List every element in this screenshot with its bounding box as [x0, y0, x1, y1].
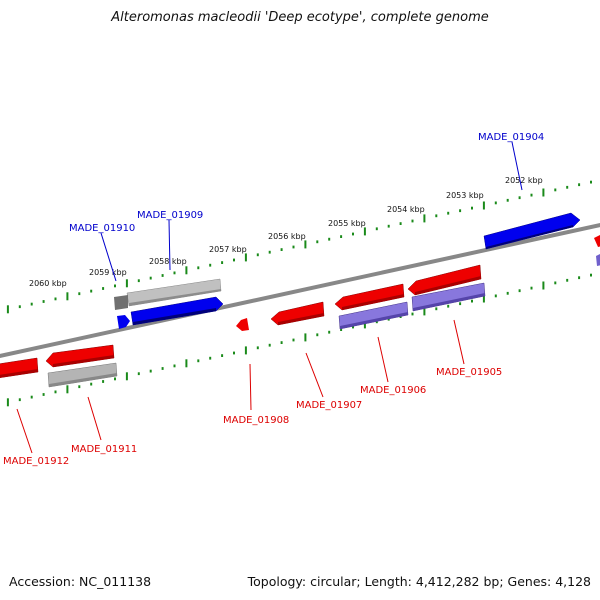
label-leaders	[16, 141, 523, 454]
leader-made-01910	[100, 232, 117, 282]
kbp-label-2053: 2053 kbp	[446, 191, 484, 200]
label-made-01910[interactable]: MADE_01910	[69, 223, 135, 234]
leader-made-01909	[168, 219, 171, 271]
forward-features	[114, 212, 600, 329]
label-made-01909[interactable]: MADE_01909	[137, 210, 203, 221]
gene-made-01912-shade	[0, 369, 38, 378]
gene-made-01910-shade	[133, 308, 216, 325]
reverse-features	[0, 264, 486, 388]
leader-made-01908	[249, 363, 252, 411]
gene-edge-purple[interactable]	[596, 253, 600, 266]
gene-made-01911-shade	[53, 355, 114, 367]
gene-made-01910[interactable]	[130, 296, 224, 326]
kbp-label-2056: 2056 kbp	[268, 232, 306, 241]
kbp-label-2059: 2059 kbp	[89, 268, 127, 277]
gene-made-01904[interactable]	[483, 212, 581, 250]
gene-made-01907[interactable]	[270, 301, 325, 326]
leader-made-01905	[453, 319, 465, 365]
label-made-01912[interactable]: MADE_01912	[3, 456, 69, 467]
gene-made-01906-shade	[342, 294, 404, 310]
leader-made-01912	[16, 408, 33, 454]
leader-made-01911	[87, 396, 102, 441]
accession-text: Accession: NC_011138	[9, 574, 152, 589]
leader-made-01904	[511, 141, 523, 191]
label-made-01907[interactable]: MADE_01907	[296, 400, 362, 411]
kbp-label-2057: 2057 kbp	[209, 245, 247, 254]
gene-blue-small[interactable]	[117, 315, 130, 329]
gene-made-01906-alt-shade	[340, 312, 408, 329]
gene-made-01905-shade	[415, 276, 481, 295]
genome-backbone	[0, 223, 600, 358]
gene-made-01911-alt-shade	[49, 373, 117, 387]
kbp-label-2052: 2052 kbp	[505, 176, 543, 185]
gene-dark-small[interactable]	[114, 295, 128, 310]
kbp-label-2055: 2055 kbp	[328, 219, 366, 228]
label-made-01906[interactable]: MADE_01906	[360, 385, 426, 396]
gene-made-01905-alt-shade	[413, 293, 485, 311]
leader-made-01906	[377, 336, 389, 383]
gene-made-01908[interactable]	[236, 318, 249, 331]
label-made-01908[interactable]: MADE_01908	[223, 415, 289, 426]
label-made-01911[interactable]: MADE_01911	[71, 444, 137, 455]
gene-made-01904-shade	[486, 225, 573, 249]
kbp-label-2060: 2060 kbp	[29, 279, 67, 288]
forward-tick-track	[6, 180, 592, 314]
kbp-label-2054: 2054 kbp	[387, 205, 425, 214]
gene-made-01907-shade	[278, 313, 324, 325]
gene-edge-red[interactable]	[594, 234, 600, 247]
kbp-label-2058: 2058 kbp	[149, 257, 187, 266]
leader-made-01907	[305, 352, 324, 398]
topology-summary-text: Topology: circular; Length: 4,412,282 bp…	[247, 574, 591, 589]
label-made-01905[interactable]: MADE_01905	[436, 367, 502, 378]
label-made-01904[interactable]: MADE_01904	[478, 132, 544, 143]
genome-title: Alteromonas macleodii 'Deep ecotype', co…	[111, 10, 489, 25]
gene-made-01909-shade	[129, 289, 221, 306]
